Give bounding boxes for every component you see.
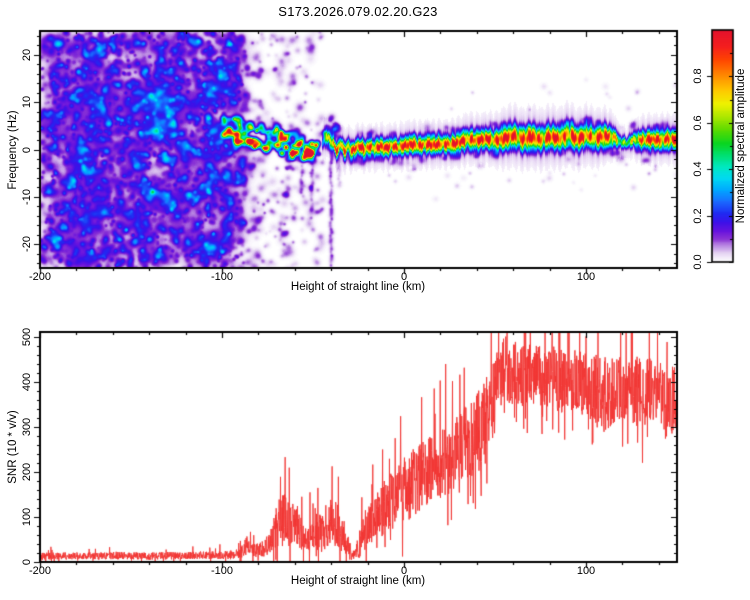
snr-ytick-label: 400	[21, 372, 33, 391]
spectrogram-xtick-label: 100	[576, 271, 596, 283]
spectrogram-yaxis-label: Frequency (Hz)	[7, 110, 19, 190]
snr-yaxis-label: SNR (10 * v/v)	[7, 410, 19, 484]
snr-xtick-label: 100	[576, 565, 596, 577]
spectrogram-plot-area	[40, 31, 677, 268]
colorbar-tick-label: 0.2	[692, 207, 704, 224]
spectrogram-ytick-label: 20	[21, 48, 33, 61]
colorbar-label: Normalized spectral amplitude	[735, 68, 747, 224]
spectrogram-xtick-label: 0	[400, 271, 408, 283]
spectrogram-ytick-label: 0	[21, 146, 33, 153]
spectrogram-ytick-label: 10	[21, 95, 33, 109]
colorbar-tick-label: 0.4	[692, 161, 704, 177]
spectrogram-ytick-label: -20	[21, 236, 33, 253]
snr-ytick-label: 200	[21, 462, 33, 481]
snr-ytick-label: 0	[21, 558, 33, 566]
figure-title: S173.2026.079.02.20.G23	[278, 4, 438, 19]
snr-ytick-label: 300	[21, 417, 33, 436]
snr-plot-area	[40, 332, 677, 562]
spectrogram-ytick-label: -10	[21, 188, 33, 205]
spectrogram-xtick-label: -200	[28, 271, 52, 283]
spectrogram-xtick-label: -100	[210, 271, 234, 283]
spectrogram-xaxis-label: Height of straight line (km)	[290, 281, 426, 293]
colorbar	[712, 30, 733, 262]
snr-xtick-label: -100	[210, 565, 234, 577]
colorbar-tick-label: 0.8	[692, 68, 704, 85]
snr-xaxis-label: Height of straight line (km)	[290, 575, 426, 587]
snr-xtick-label: -200	[28, 565, 52, 577]
snr-ytick-label: 100	[21, 507, 33, 527]
snr-ytick-label: 500	[21, 327, 33, 346]
colorbar-tick-label: 0.6	[692, 115, 704, 131]
colorbar-tick-label: 0.0	[692, 254, 704, 270]
snr-xtick-label: 0	[400, 565, 408, 577]
